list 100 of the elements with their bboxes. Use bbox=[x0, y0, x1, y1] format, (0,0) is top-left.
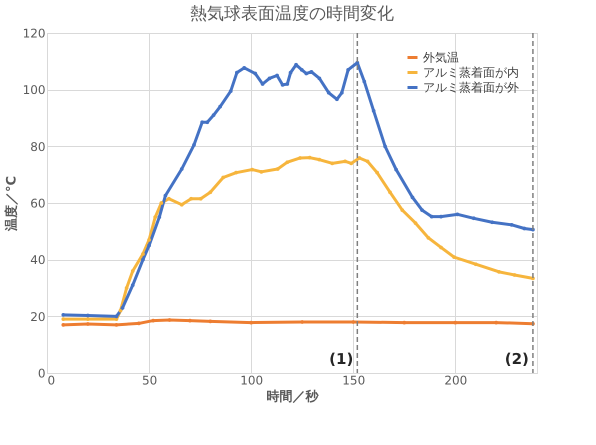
point bbox=[474, 262, 478, 266]
point bbox=[168, 318, 172, 322]
point bbox=[141, 252, 145, 256]
point bbox=[358, 156, 362, 160]
point bbox=[298, 156, 302, 160]
point bbox=[383, 144, 387, 148]
legend-label: アルミ蒸着面が内 bbox=[423, 66, 519, 80]
point bbox=[268, 76, 272, 80]
point bbox=[326, 90, 331, 95]
point bbox=[114, 314, 118, 318]
point bbox=[159, 201, 164, 205]
point bbox=[137, 322, 141, 326]
point bbox=[86, 322, 90, 326]
point bbox=[285, 160, 290, 164]
point bbox=[522, 226, 526, 230]
point bbox=[157, 215, 162, 220]
point bbox=[61, 322, 66, 327]
point bbox=[188, 318, 192, 322]
point bbox=[453, 320, 458, 324]
point bbox=[61, 313, 66, 317]
point bbox=[439, 246, 443, 250]
point bbox=[180, 167, 184, 171]
point bbox=[228, 89, 233, 93]
point bbox=[288, 70, 292, 75]
point bbox=[308, 156, 312, 160]
point bbox=[362, 80, 366, 84]
point bbox=[124, 286, 128, 290]
point bbox=[349, 161, 354, 166]
point bbox=[120, 306, 124, 310]
y-tick-label: 120 bbox=[22, 26, 46, 40]
point bbox=[218, 104, 222, 109]
point bbox=[400, 208, 404, 212]
x-tick-label: 100 bbox=[240, 374, 264, 388]
y-tick-label: 100 bbox=[22, 83, 46, 98]
y-tick-label: 40 bbox=[30, 253, 46, 268]
point bbox=[375, 170, 380, 175]
point bbox=[430, 214, 434, 218]
point bbox=[414, 221, 418, 225]
point bbox=[198, 196, 203, 201]
point bbox=[402, 320, 406, 324]
point bbox=[510, 222, 514, 227]
point bbox=[388, 190, 392, 194]
point bbox=[276, 167, 280, 171]
point bbox=[130, 269, 135, 273]
x-axis-title: 時間／秒 bbox=[266, 390, 320, 404]
point bbox=[221, 176, 226, 180]
point bbox=[235, 70, 239, 75]
point bbox=[180, 202, 184, 207]
point bbox=[208, 190, 212, 194]
y-tick-label: 60 bbox=[30, 196, 46, 210]
point bbox=[490, 220, 494, 224]
point bbox=[147, 244, 151, 248]
point bbox=[61, 317, 66, 322]
point bbox=[130, 283, 135, 288]
point bbox=[372, 109, 376, 113]
point bbox=[472, 216, 476, 220]
x-tick-label: 50 bbox=[142, 374, 158, 388]
point bbox=[340, 90, 344, 95]
point bbox=[285, 82, 290, 86]
point bbox=[300, 68, 304, 72]
y-tick-label: 20 bbox=[30, 310, 46, 324]
point bbox=[86, 317, 90, 322]
point bbox=[200, 120, 204, 124]
point bbox=[304, 72, 308, 76]
legend-label: 外気温 bbox=[423, 50, 459, 64]
point bbox=[205, 120, 210, 124]
point bbox=[452, 255, 456, 259]
point bbox=[420, 208, 424, 212]
point bbox=[192, 143, 196, 147]
point bbox=[346, 68, 350, 72]
point bbox=[147, 238, 151, 242]
annotation: (2) bbox=[504, 350, 529, 368]
point bbox=[250, 168, 254, 172]
y-axis-title: 温度／°C bbox=[4, 176, 20, 232]
point bbox=[260, 170, 264, 174]
point bbox=[141, 258, 145, 262]
point bbox=[394, 168, 398, 172]
point bbox=[164, 194, 168, 198]
point bbox=[234, 170, 238, 175]
point bbox=[494, 320, 498, 324]
point bbox=[153, 215, 158, 220]
annotation: (1) bbox=[329, 350, 354, 368]
point bbox=[366, 159, 370, 164]
point bbox=[456, 212, 460, 216]
x-tick-label: 150 bbox=[342, 374, 366, 388]
y-tick-label: 80 bbox=[30, 140, 46, 154]
point bbox=[439, 214, 443, 218]
point bbox=[167, 196, 171, 201]
point bbox=[410, 195, 414, 200]
point bbox=[497, 270, 501, 274]
point bbox=[212, 113, 216, 118]
point bbox=[280, 82, 284, 87]
point bbox=[343, 159, 347, 164]
chart-title: 熱気球表面温度の時間変化 bbox=[190, 4, 394, 24]
legend-label: アルミ蒸着面が外 bbox=[423, 80, 519, 94]
point bbox=[118, 308, 122, 313]
point bbox=[253, 72, 258, 76]
x-tick-label: 200 bbox=[444, 374, 468, 388]
point bbox=[317, 76, 322, 80]
point bbox=[208, 320, 212, 324]
